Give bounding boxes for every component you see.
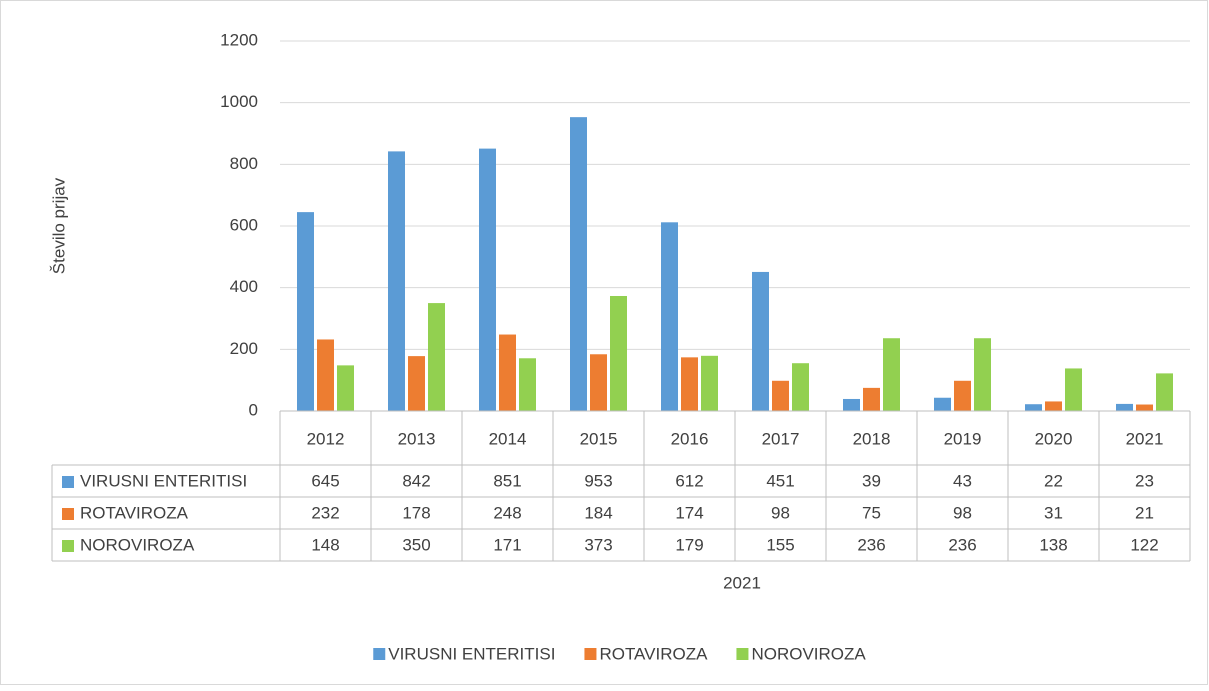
table-cell: 179 (675, 535, 703, 554)
table-cell: 171 (493, 535, 521, 554)
y-tick-label: 400 (230, 277, 258, 296)
table-row-label: ROTAVIROZA (80, 503, 189, 522)
table-cell: 98 (771, 503, 790, 522)
bar (863, 387, 880, 411)
legend-key (584, 648, 597, 660)
table-cell: 148 (311, 535, 339, 554)
bar (610, 295, 627, 411)
x-tick-label: 2018 (853, 429, 891, 448)
table-cell: 248 (493, 503, 521, 522)
y-tick-label: 200 (230, 339, 258, 358)
table-cell: 842 (402, 471, 430, 490)
bar (1065, 368, 1082, 411)
table-cell: 22 (1044, 471, 1063, 490)
bar (1116, 403, 1133, 411)
table-cell: 851 (493, 471, 521, 490)
bar (337, 365, 354, 411)
table-cell: 236 (948, 535, 976, 554)
table-cell: 122 (1130, 535, 1158, 554)
y-tick-label: 1200 (220, 30, 258, 49)
x-axis-title: 2021 (723, 573, 761, 592)
table-cell: 39 (862, 471, 881, 490)
table-cell: 451 (766, 471, 794, 490)
bar (661, 222, 678, 411)
table-cell: 98 (953, 503, 972, 522)
table-cell: 236 (857, 535, 885, 554)
table-cell: 373 (584, 535, 612, 554)
legend-key (736, 648, 749, 660)
table-cell: 21 (1135, 503, 1154, 522)
bar (954, 380, 971, 411)
table-row-label: VIRUSNI ENTERITISI (80, 471, 247, 490)
table-cell: 174 (675, 503, 703, 522)
y-tick-label: 0 (249, 400, 258, 419)
table-legend-key (62, 508, 74, 520)
bar (408, 356, 425, 411)
bar (479, 148, 496, 411)
table-cell: 184 (584, 503, 612, 522)
bar (519, 358, 536, 411)
legend-label: ROTAVIROZA (599, 644, 708, 663)
table-cell: 43 (953, 471, 972, 490)
table-cell: 23 (1135, 471, 1154, 490)
x-tick-label: 2019 (944, 429, 982, 448)
bar (934, 397, 951, 411)
table-cell: 645 (311, 471, 339, 490)
table-cell: 350 (402, 535, 430, 554)
bar (843, 398, 860, 411)
x-tick-label: 2020 (1035, 429, 1073, 448)
bar (1136, 404, 1153, 411)
table-cell: 232 (311, 503, 339, 522)
bar (428, 303, 445, 411)
table-cell: 138 (1039, 535, 1067, 554)
table-cell: 31 (1044, 503, 1063, 522)
bar (1045, 401, 1062, 411)
bar (883, 338, 900, 411)
table-cell: 178 (402, 503, 430, 522)
table-legend-key (62, 540, 74, 552)
table-cell: 953 (584, 471, 612, 490)
bar (701, 355, 718, 411)
x-tick-label: 2017 (762, 429, 800, 448)
x-tick-label: 2013 (398, 429, 436, 448)
x-tick-label: 2014 (489, 429, 527, 448)
bar (590, 354, 607, 411)
legend: VIRUSNI ENTERITISI ROTAVIROZA NOROVIROZA (373, 644, 866, 663)
bar (317, 339, 334, 411)
legend-label: VIRUSNI ENTERITISI (388, 644, 555, 663)
bar (499, 334, 516, 411)
y-tick-label: 600 (230, 215, 258, 234)
bar (792, 363, 809, 411)
bar (772, 380, 789, 411)
bar (1025, 404, 1042, 411)
bar (752, 271, 769, 411)
bar (1156, 373, 1173, 411)
y-tick-label: 1000 (220, 92, 258, 111)
table-row-label: NOROVIROZA (80, 535, 195, 554)
table-cell: 612 (675, 471, 703, 490)
y-axis-title: Število prijav (49, 177, 68, 274)
table-cell: 155 (766, 535, 794, 554)
bar (681, 357, 698, 411)
x-tick-label: 2012 (307, 429, 345, 448)
legend-key (373, 648, 386, 660)
x-tick-label: 2016 (671, 429, 709, 448)
table-legend-key (62, 476, 74, 488)
bar (570, 117, 587, 412)
legend-label: NOROVIROZA (751, 644, 866, 663)
table-cell: 75 (862, 503, 881, 522)
y-tick-label: 800 (230, 154, 258, 173)
bar (974, 338, 991, 411)
x-tick-label: 2015 (580, 429, 618, 448)
x-tick-label: 2021 (1126, 429, 1164, 448)
bar (388, 151, 405, 411)
bar (297, 212, 314, 411)
